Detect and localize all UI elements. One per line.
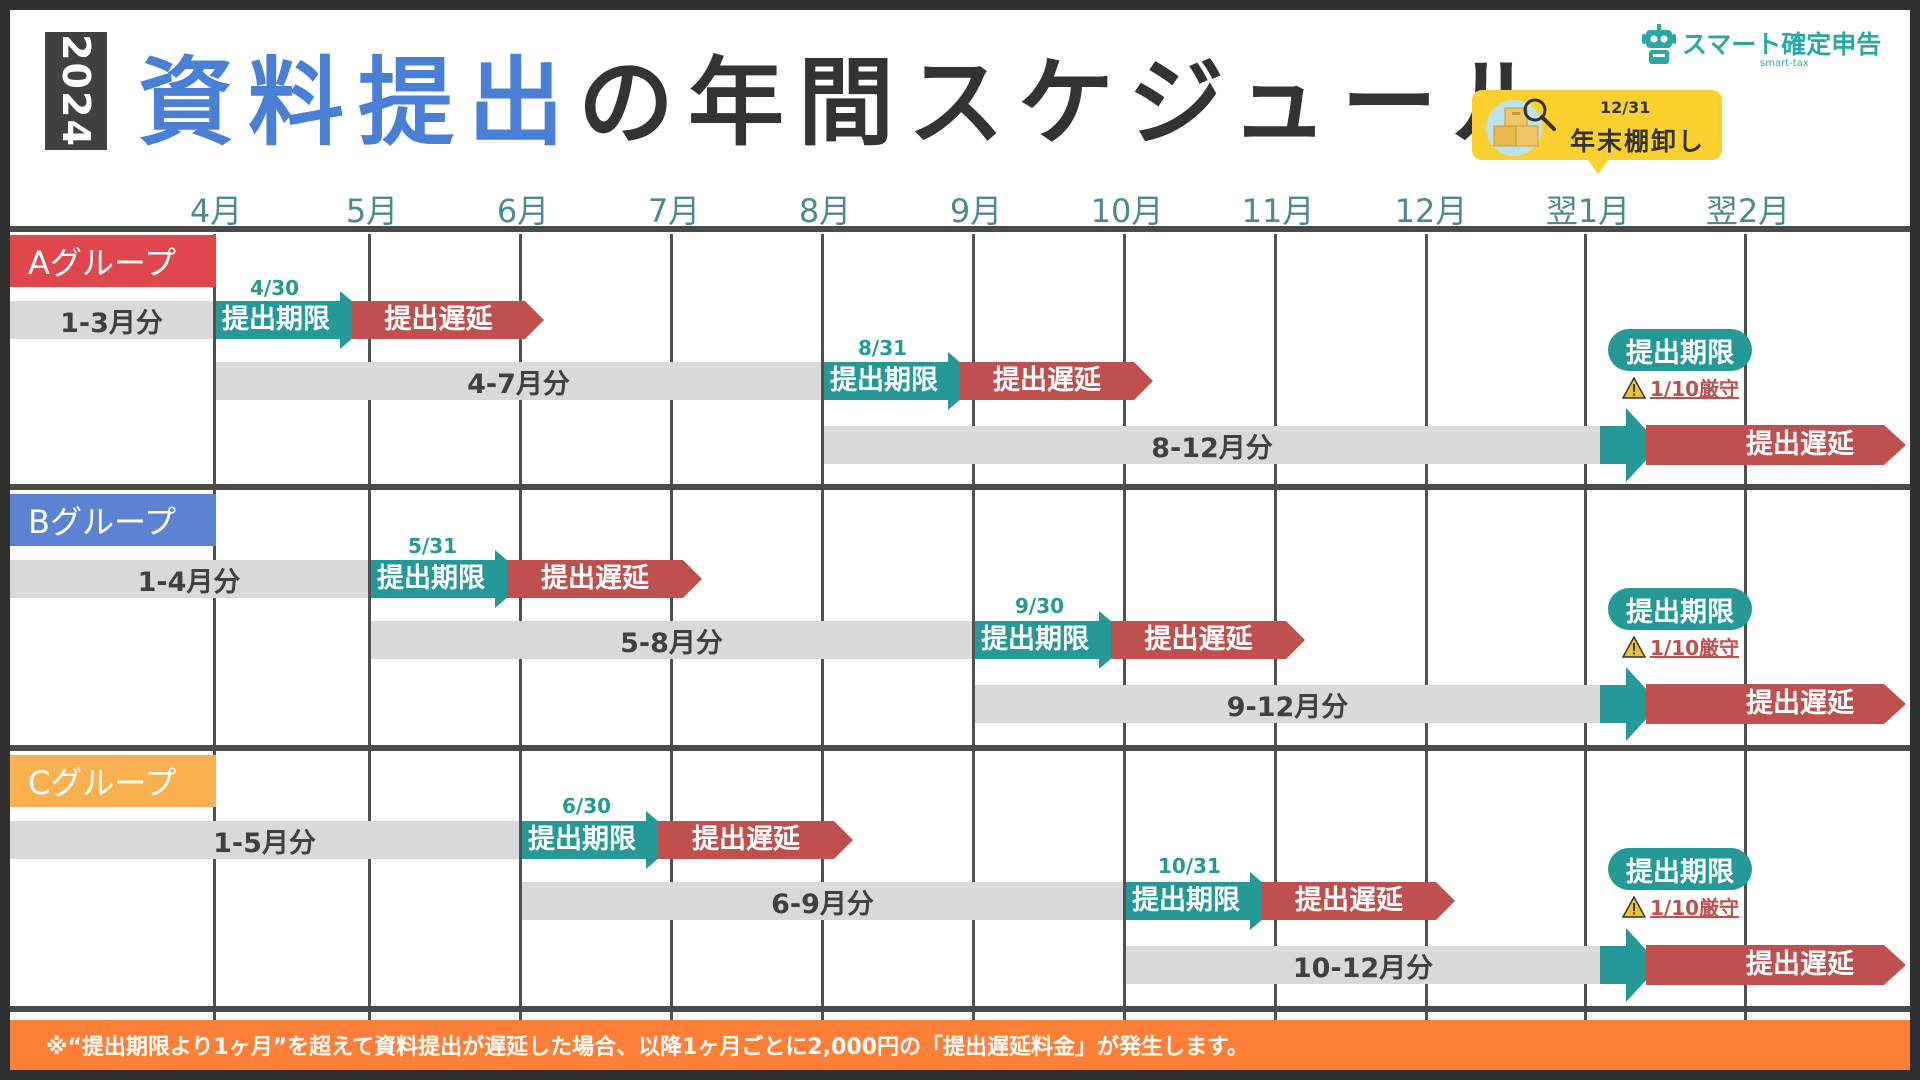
late-arrow: 提出遅延	[1646, 684, 1906, 724]
strict-note: 1/10厳守	[1622, 632, 1739, 661]
year-end-callout: 12/31 年末棚卸し	[1472, 90, 1722, 174]
strict-note: 1/10厳守	[1622, 373, 1739, 402]
deadline-label: 提出期限	[222, 304, 330, 335]
grid-vline	[368, 234, 371, 1024]
month-label: 4月	[189, 192, 243, 230]
brand-logo: スマート確定申告	[1642, 24, 1881, 64]
late-arrow: 提出遅延	[1646, 945, 1906, 985]
schedule-page: 2024 資料提出 の年間スケジュール スマート確定申告 smart-tax	[10, 10, 1910, 1070]
late-label: 提出遅延	[384, 304, 493, 335]
late-label: 提出遅延	[1144, 624, 1253, 655]
period-bar: 10-12月分	[1126, 946, 1600, 984]
grid-vline	[1744, 234, 1747, 1024]
year-end-label: 年末棚卸し	[1570, 127, 1706, 156]
deadline-arrow: 提出期限	[975, 611, 1133, 669]
year-badge: 2024	[45, 32, 107, 150]
deadline-arrow: 提出期限	[1126, 872, 1284, 930]
month-label: 11月	[1241, 192, 1315, 230]
late-label: 提出遅延	[541, 563, 649, 594]
month-label: 翌2月	[1705, 192, 1791, 230]
grid-vline	[972, 234, 975, 1024]
grid-vline	[1425, 234, 1428, 1024]
strict-note-text: 1/10厳守	[1650, 896, 1740, 920]
late-label: 提出遅延	[1746, 688, 1854, 719]
grid-vline	[213, 234, 216, 1024]
late-arrow: 提出遅延	[507, 560, 702, 598]
robot-icon	[1642, 24, 1676, 64]
page-title: 資料提出 の年間スケジュール	[138, 34, 1561, 159]
late-label: 提出遅延	[692, 824, 800, 855]
title-highlight: 資料提出	[138, 46, 578, 159]
group-label-c: Cグループ	[10, 755, 216, 807]
warning-icon	[1622, 635, 1646, 658]
grid-vline	[1584, 234, 1587, 1024]
month-label: 6月	[496, 192, 550, 230]
month-label: 12月	[1394, 192, 1468, 230]
strict-note-text: 1/10厳守	[1650, 636, 1740, 660]
grid-hline	[10, 1006, 1910, 1012]
late-label: 提出遅延	[993, 365, 1101, 396]
period-bar: 6-9月分	[522, 882, 1123, 920]
month-label: 10月	[1090, 192, 1164, 230]
late-label: 提出遅延	[1746, 429, 1854, 460]
deadline-date: 9/30	[1015, 594, 1065, 618]
grid-hline	[10, 484, 1910, 490]
deadline-pill: 提出期限	[1608, 588, 1752, 630]
deadline-label: 提出期限	[830, 365, 938, 396]
deadline-label: 提出期限	[981, 624, 1089, 655]
deadline-arrow: 提出期限	[824, 352, 982, 410]
month-label: 5月	[345, 192, 399, 230]
logo-name: スマート確定申告	[1682, 29, 1882, 59]
deadline-date: 4/30	[250, 276, 300, 300]
month-label: 9月	[949, 192, 1003, 230]
late-label: 提出遅延	[1295, 885, 1403, 916]
month-label: 8月	[798, 192, 852, 230]
deadline-pill: 提出期限	[1608, 329, 1752, 371]
title-rest: の年間スケジュール	[578, 46, 1562, 159]
late-label: 提出遅延	[1746, 949, 1854, 980]
deadline-date: 6/30	[562, 794, 612, 818]
late-fee-notice: ※“提出期限より1ヶ月”を超えて資料提出が遅延した場合、以降1ヶ月ごとに2,00…	[10, 1020, 1910, 1070]
period-bar: 9-12月分	[975, 685, 1600, 723]
period-bar: 5-8月分	[371, 621, 972, 659]
period-bar: 1-4月分	[10, 560, 368, 598]
deadline-date: 8/31	[858, 336, 908, 360]
group-label-a: Aグループ	[10, 235, 216, 287]
strict-note-text: 1/10厳守	[1650, 377, 1740, 401]
late-arrow: 提出遅延	[1262, 882, 1455, 920]
period-bar: 8-12月分	[824, 426, 1600, 464]
late-arrow: 提出遅延	[658, 821, 853, 859]
late-arrow: 提出遅延	[960, 362, 1153, 400]
strict-note: 1/10厳守	[1622, 892, 1739, 921]
group-label-b: Bグループ	[10, 494, 216, 546]
inventory-magnifier-icon	[1486, 98, 1556, 156]
period-bar: 4-7月分	[216, 362, 821, 400]
deadline-date: 5/31	[408, 534, 458, 558]
grid-hline	[10, 745, 1910, 751]
logo-subtitle: smart-tax	[1760, 58, 1809, 69]
year-end-date: 12/31	[1600, 98, 1651, 117]
grid-hline	[10, 226, 1910, 232]
month-label: 7月	[647, 192, 701, 230]
warning-icon	[1622, 895, 1646, 918]
year-text: 2024	[54, 34, 99, 148]
period-bar: 1-3月分	[10, 301, 213, 339]
late-arrow: 提出遅延	[1111, 621, 1305, 659]
deadline-arrow: 提出期限	[371, 550, 529, 608]
warning-icon	[1622, 376, 1646, 399]
period-bar: 1-5月分	[10, 821, 519, 859]
deadline-label: 提出期限	[377, 563, 485, 594]
deadline-date: 10/31	[1158, 854, 1221, 878]
deadline-arrow: 提出期限	[522, 811, 680, 869]
deadline-pill: 提出期限	[1608, 848, 1752, 890]
deadline-label: 提出期限	[1132, 885, 1240, 916]
late-arrow: 提出遅延	[352, 301, 544, 339]
late-arrow: 提出遅延	[1646, 425, 1906, 465]
deadline-label: 提出期限	[528, 824, 636, 855]
month-label: 翌1月	[1545, 192, 1631, 230]
